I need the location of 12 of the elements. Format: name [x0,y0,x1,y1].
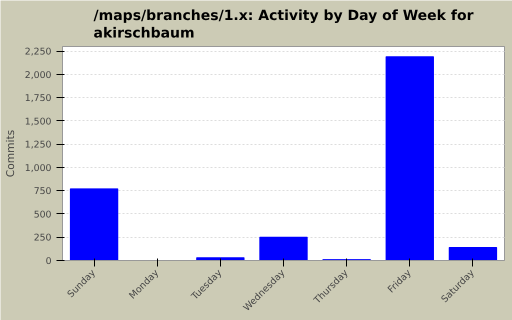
y-tick-label: 2,000 [24,70,52,81]
y-tick-label: 2,250 [24,46,52,58]
y-tick-label: 0 [46,256,52,267]
y-tick-label: 1,250 [24,140,52,151]
y-tick-label: 500 [34,209,52,220]
y-tick-label: 1,000 [24,162,52,174]
y-tick-label: 250 [34,232,52,244]
y-tick-label: 1,500 [24,116,52,128]
y-axis-title: Commits [4,129,17,178]
chart-title: /maps/branches/1.x: Activity by Day of Week for akirschbaum [94,8,474,42]
y-tick-label: 750 [34,186,52,198]
y-tick-label: 1,750 [24,93,52,104]
